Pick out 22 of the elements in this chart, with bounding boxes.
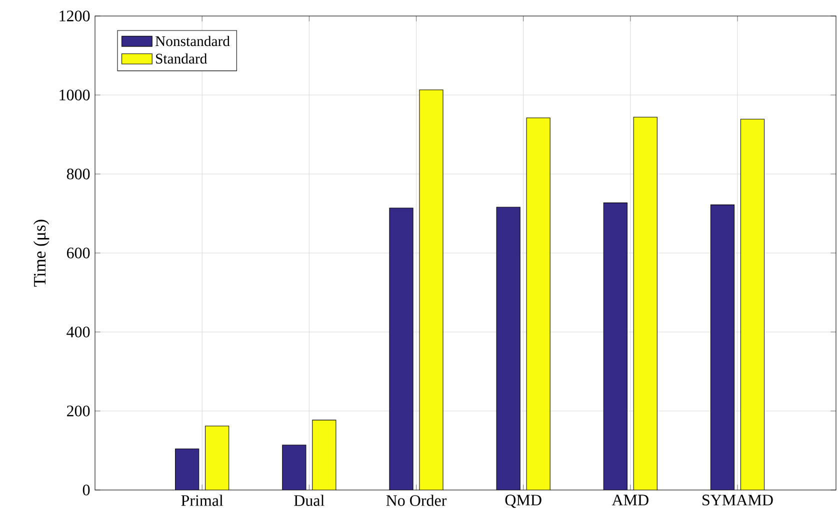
- x-tick-label: QMD: [505, 494, 542, 508]
- y-tick-label: 1000: [60, 90, 90, 100]
- bar: [205, 426, 230, 490]
- legend-label: Nonstandard: [155, 36, 230, 46]
- legend-label: Standard: [156, 53, 208, 64]
- bar: [312, 420, 336, 490]
- x-tick-label: AMD: [612, 494, 648, 506]
- x-tick-label: Dual: [294, 494, 324, 506]
- x-tick-label: Primal: [181, 494, 224, 506]
- y-tick-label: 0: [82, 484, 90, 496]
- y-tick-label: 400: [66, 326, 90, 338]
- y-tick-label: 800: [66, 168, 90, 180]
- y-tick-label: 600: [66, 248, 90, 258]
- x-tick-label: SYMAMD: [702, 494, 773, 506]
- bar: [740, 118, 765, 490]
- y-axis-title: Time (μs): [33, 220, 50, 287]
- y-tick-label: 200: [67, 406, 90, 416]
- bar: [419, 90, 444, 490]
- x-tick-label: No Order: [386, 494, 447, 506]
- bar: [526, 118, 550, 490]
- bar: [633, 116, 658, 490]
- y-tick-label: 1200: [60, 10, 90, 22]
